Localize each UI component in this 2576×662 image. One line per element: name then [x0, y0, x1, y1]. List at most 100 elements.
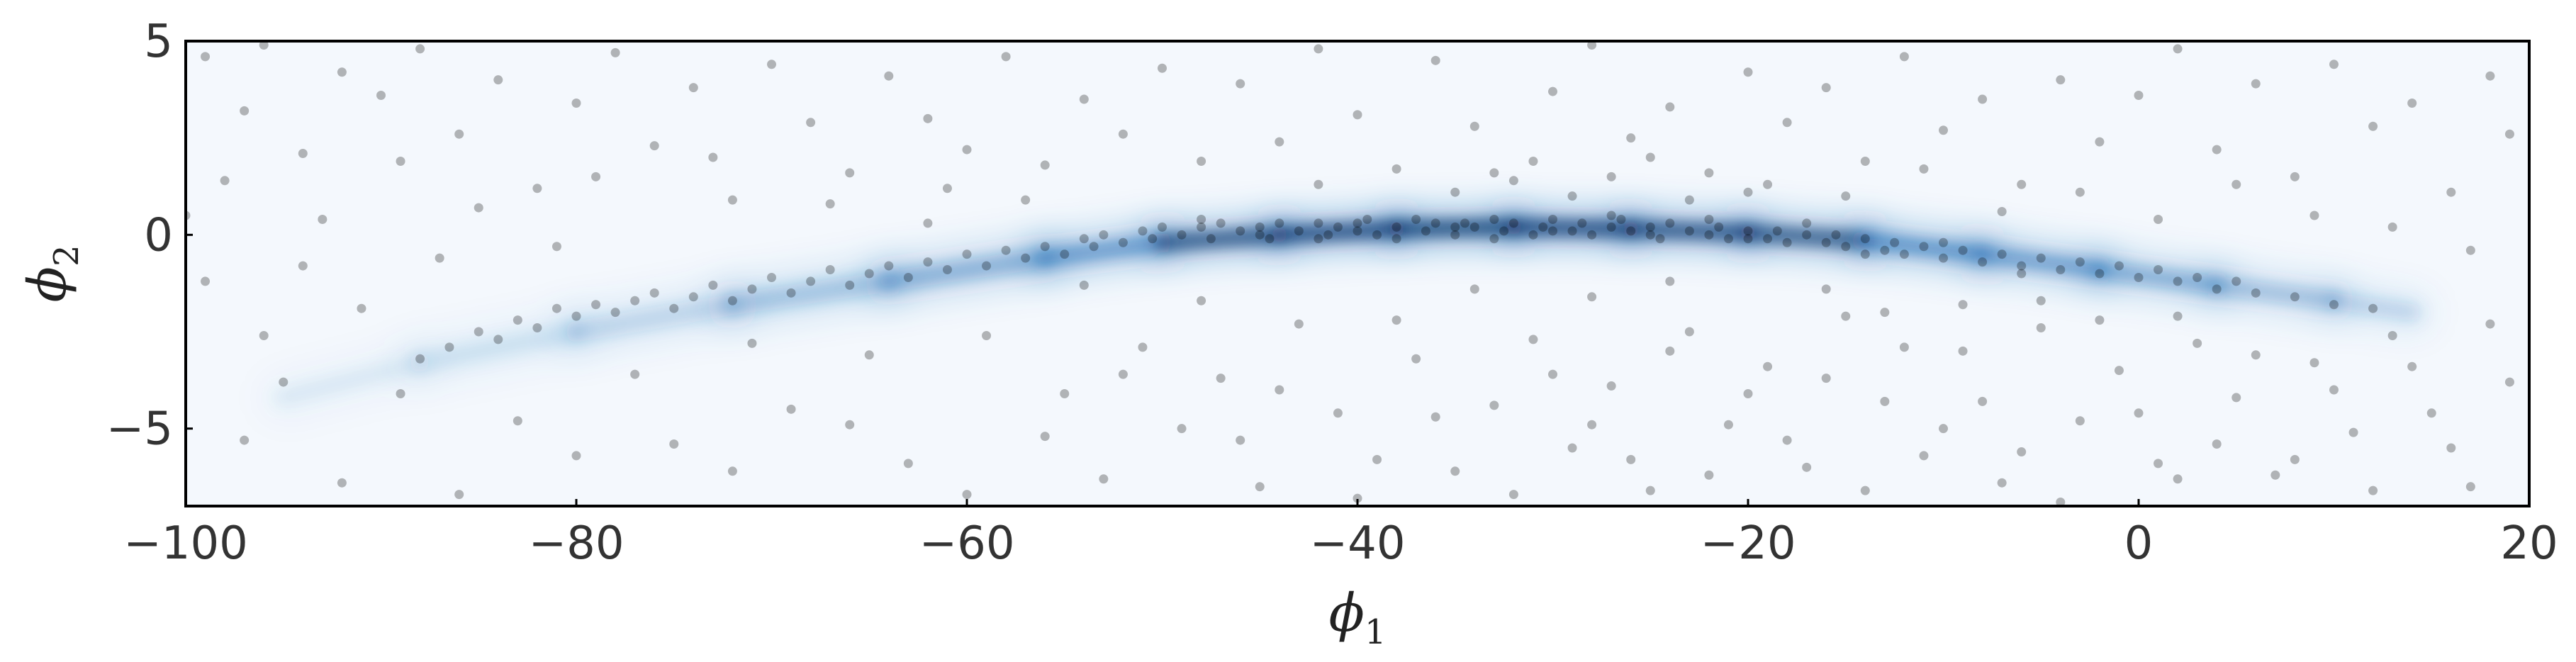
data-point [1089, 242, 1099, 252]
data-point [1079, 280, 1089, 290]
data-point [708, 280, 718, 290]
data-point [551, 242, 561, 252]
data-point [1314, 218, 1323, 228]
data-point [786, 288, 796, 298]
data-point [259, 41, 269, 50]
data-point [2075, 416, 2085, 426]
data-point [1353, 110, 1362, 120]
data-point [1450, 466, 1460, 476]
density-segment [274, 353, 430, 408]
data-point [884, 261, 894, 271]
series-field-stars [186, 41, 2514, 506]
data-point [2387, 330, 2397, 340]
series-stream-stars [415, 211, 2378, 364]
data-point [1314, 234, 1323, 244]
data-point [610, 47, 620, 57]
data-point [1978, 257, 1988, 267]
data-point [2154, 459, 2163, 469]
density-segment [1387, 218, 1523, 238]
data-point [1460, 218, 1470, 228]
data-point [298, 261, 308, 271]
data-point [1704, 168, 1714, 178]
data-point [1997, 207, 2007, 217]
data-point [493, 75, 503, 85]
data-point [1538, 222, 1548, 232]
data-point [1763, 361, 1773, 371]
data-point [435, 253, 444, 263]
data-point [1782, 435, 1792, 445]
data-point [1723, 234, 1733, 244]
data-point [884, 71, 894, 81]
data-point [1177, 230, 1187, 240]
data-point [2114, 261, 2124, 271]
data-point [220, 176, 230, 186]
data-point [1411, 214, 1421, 224]
data-point [1362, 214, 1372, 224]
data-point [2504, 377, 2514, 387]
data-point [1841, 311, 1851, 321]
data-point [1684, 327, 1694, 337]
data-point [1391, 222, 1401, 232]
data-point [1469, 284, 1479, 294]
data-point [532, 323, 542, 333]
data-point [1275, 137, 1284, 147]
data-point [2134, 408, 2144, 418]
data-point [1197, 296, 1206, 305]
density-segment [1270, 220, 1406, 244]
data-point [2173, 311, 2183, 321]
data-point [2231, 179, 2241, 189]
data-point [1841, 191, 1851, 201]
data-point [2056, 498, 2066, 506]
data-point [2036, 323, 2046, 333]
data-point [2329, 300, 2339, 310]
data-point [1197, 214, 1206, 224]
data-point [1567, 443, 1577, 453]
data-point [1236, 79, 1245, 89]
data-point [259, 330, 269, 340]
data-point [2056, 75, 2066, 85]
data-point [2329, 385, 2339, 395]
data-point [1899, 342, 1909, 352]
y-tick-label: −5 [106, 403, 173, 456]
data-point [610, 308, 620, 318]
data-point [1333, 408, 1343, 418]
data-point [2329, 60, 2339, 69]
data-point [2173, 276, 2183, 286]
data-point [630, 369, 640, 379]
data-point [376, 91, 386, 101]
data-point [1919, 164, 1929, 174]
data-point [747, 338, 757, 348]
data-point [1587, 420, 1597, 430]
x-tick-label: −20 [1700, 517, 1796, 570]
data-point [1763, 234, 1773, 244]
data-point [591, 300, 601, 310]
data-point [923, 218, 933, 228]
data-point [845, 168, 855, 178]
data-point [2154, 265, 2163, 275]
data-point [1890, 237, 1900, 247]
data-point [1118, 369, 1128, 379]
data-point [2368, 303, 2378, 313]
data-point [2095, 269, 2105, 279]
data-point [1158, 63, 1167, 73]
data-point [240, 435, 250, 445]
data-point [2173, 474, 2183, 484]
x-tick-label: −40 [1309, 517, 1405, 570]
data-point [1704, 214, 1714, 224]
data-point [2290, 454, 2300, 464]
data-point [415, 354, 425, 364]
data-point [1489, 400, 1499, 410]
data-point [2465, 482, 2475, 492]
data-point [318, 214, 327, 224]
data-point [1158, 222, 1167, 232]
data-point [727, 195, 737, 205]
data-point [1040, 432, 1050, 442]
density-segment [2207, 276, 2343, 310]
data-point [1528, 156, 1538, 166]
density-segment [2090, 261, 2226, 294]
data-point [1743, 187, 1753, 197]
data-point [1060, 249, 1070, 259]
data-point [1860, 234, 1870, 244]
data-point [591, 172, 601, 181]
data-point [2368, 121, 2378, 131]
